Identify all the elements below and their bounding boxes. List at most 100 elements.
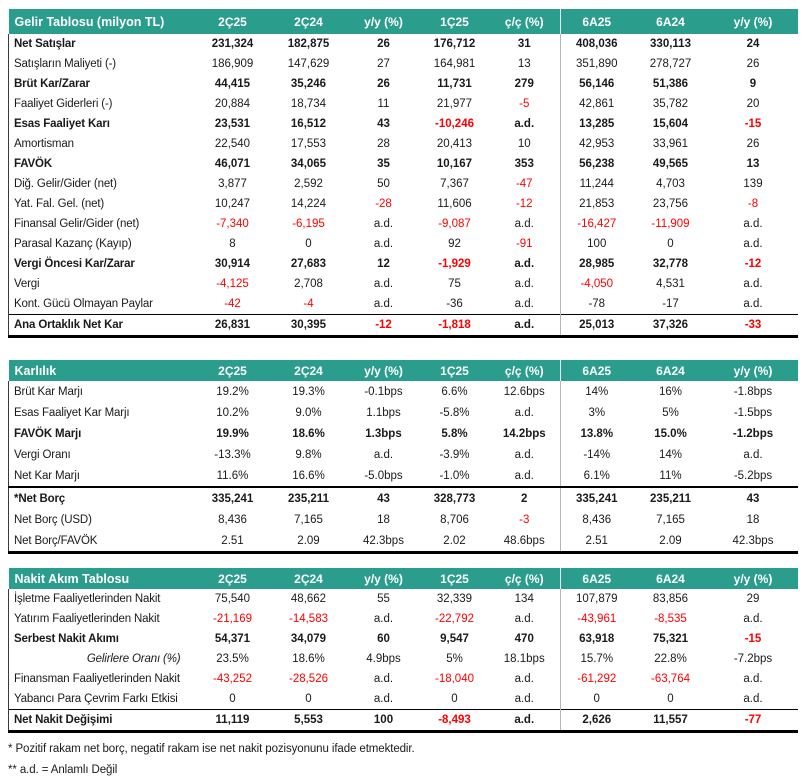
column-header: y/y (%) xyxy=(346,568,421,589)
value-cell: -1.0% xyxy=(439,469,470,482)
value-cell: a.d. xyxy=(373,278,394,290)
value-cell: 235,211 xyxy=(632,486,709,509)
value-cell: 5% xyxy=(446,653,463,665)
table-row: FAVÖK Marjı 19.9% 18.6% 1.3bps 5.8% 14.2bps 13… xyxy=(8,423,798,444)
value-cell: 16.6% xyxy=(292,469,325,482)
value-cell: -77 xyxy=(708,709,798,732)
table-row: Serbest Nakit Akımı 54,371 34,079 60 9,547 47… xyxy=(8,629,798,649)
table-row: Net Kar Marjı 11.6% 16.6% -5.0bps -1.0% a.d. 6… xyxy=(8,465,798,487)
row-label: Net Satışlar xyxy=(8,34,195,54)
table-row: Ana Ortaklık Net Kar 26,831 30,395 -12 -1,81… xyxy=(8,314,798,337)
value-cell: 2.09 xyxy=(659,534,682,547)
value-cell: 27 xyxy=(377,58,390,70)
value-cell: 8,436 xyxy=(218,513,247,526)
income-statement-title: Gelir Tablosu (milyon TL) xyxy=(8,9,195,34)
value-cell: 20,884 xyxy=(214,98,251,110)
column-header: 2Ç25 xyxy=(194,9,271,34)
value-cell: 14% xyxy=(658,448,683,461)
value-cell: 35,782 xyxy=(652,98,689,110)
value-cell: 11.6% xyxy=(216,469,249,482)
value-cell: a.d. xyxy=(488,709,561,732)
value-cell: 50 xyxy=(377,178,390,190)
value-cell: 15.0% xyxy=(654,427,687,440)
value-cell: 32,339 xyxy=(436,593,473,605)
column-header: 6A24 xyxy=(632,568,709,589)
value-cell: -1.8bps xyxy=(733,385,773,398)
value-cell: -8,535 xyxy=(654,613,687,625)
value-cell: 14,224 xyxy=(290,198,327,210)
value-cell: 22,540 xyxy=(214,138,251,150)
value-cell: 6.6% xyxy=(441,385,468,398)
table-row: Parasal Kazanç (Kayıp) 8 0 a.d. 92 -91 100 0 a.d… xyxy=(8,234,798,254)
table-row: Vergi -4,125 2,708 a.d. 75 a.d. -4,050 4,531 a.d… xyxy=(8,274,798,294)
value-cell: 48.6bps xyxy=(503,534,545,547)
value-cell: 26 xyxy=(746,58,760,70)
value-cell: 100 xyxy=(560,234,633,254)
table-row: Finansman Faaliyetlerinden Nakit -43,252 -… xyxy=(8,669,798,689)
value-cell: -63,764 xyxy=(650,673,690,685)
column-header: 2Ç24 xyxy=(270,568,347,589)
value-cell: 147,629 xyxy=(287,58,330,70)
income-statement-table: Gelir Tablosu (milyon TL) 2Ç25 2Ç24 y/y (%)… xyxy=(8,9,798,338)
table-row: Faaliyet Giderleri (-) 20,884 18,734 11 21,9… xyxy=(8,94,798,114)
value-cell: 20 xyxy=(746,98,760,110)
value-cell: 4.9bps xyxy=(366,653,401,665)
row-label: Yabancı Para Çevrim Farkı Etkisi xyxy=(8,689,195,710)
row-label: Parasal Kazanç (Kayıp) xyxy=(8,234,195,254)
value-cell: 46,071 xyxy=(214,158,251,170)
value-cell: 83,856 xyxy=(652,593,689,605)
table-row: Esas Faaliyet Karı 23,531 16,512 43 -10,246 a… xyxy=(8,114,798,134)
column-header: 6A24 xyxy=(632,360,709,381)
value-cell: a.d. xyxy=(514,298,534,310)
value-cell: 186,909 xyxy=(211,58,254,70)
value-cell: a.d. xyxy=(514,693,534,705)
value-cell: 1.1bps xyxy=(366,406,401,419)
value-cell: 23,531 xyxy=(214,118,251,130)
value-cell: -15 xyxy=(744,633,762,645)
value-cell: 10.2% xyxy=(216,406,249,419)
value-cell: 134 xyxy=(514,593,534,605)
row-label: Net Borç/FAVÖK xyxy=(8,530,195,553)
value-cell: a.d. xyxy=(514,448,534,461)
value-cell: a.d. xyxy=(373,693,394,705)
value-cell: 2,626 xyxy=(560,709,633,732)
value-cell: 0 xyxy=(229,693,236,705)
column-header: 1Ç25 xyxy=(420,9,489,34)
value-cell: 29 xyxy=(746,593,760,605)
value-cell: 3% xyxy=(560,402,633,423)
value-cell: 60 xyxy=(377,633,390,645)
value-cell: 1.3bps xyxy=(365,427,402,440)
row-label: Brüt Kar/Zarar xyxy=(8,74,195,94)
value-cell: 43 xyxy=(346,486,421,509)
value-cell: a.d. xyxy=(743,673,763,685)
value-cell: 30,395 xyxy=(270,314,347,337)
value-cell: a.d. xyxy=(514,118,535,130)
value-cell: 56,146 xyxy=(560,74,633,94)
row-label: Finansman Faaliyetlerinden Nakit xyxy=(8,669,195,689)
table-row: İşletme Faaliyetlerinden Nakit 75,540 48,6… xyxy=(8,589,798,609)
column-header: 6A25 xyxy=(560,360,633,381)
value-cell: 4,531 xyxy=(656,278,685,290)
row-label: Net Borç (USD) xyxy=(8,509,195,530)
value-cell: 21,853 xyxy=(560,194,633,214)
value-cell: -3.9% xyxy=(439,448,470,461)
value-cell: -6,195 xyxy=(292,218,325,230)
value-cell: 25,013 xyxy=(560,314,633,337)
value-cell: 26 xyxy=(377,78,390,90)
value-cell: 13.8% xyxy=(560,423,633,444)
value-cell: a.d. xyxy=(743,613,763,625)
value-cell: 0 xyxy=(667,693,674,705)
value-cell: 14% xyxy=(560,381,633,402)
table-row: Yabancı Para Çevrim Farkı Etkisi 0 0 a.d. 0 a… xyxy=(8,689,798,710)
table-row: Esas Faaliyet Kar Marjı 10.2% 9.0% 1.1bps -5… xyxy=(8,402,798,423)
value-cell: -8,493 xyxy=(420,709,489,732)
value-cell: 75,540 xyxy=(214,593,251,605)
value-cell: 42,953 xyxy=(560,134,633,154)
value-cell: a.d. xyxy=(514,218,534,230)
value-cell: 35 xyxy=(377,158,390,170)
value-cell: 18 xyxy=(377,513,390,526)
value-cell: 33,961 xyxy=(652,138,689,150)
column-header: y/y (%) xyxy=(708,360,798,381)
table-row: Yat. Fal. Gel. (net) 10,247 14,224 -28 11,60… xyxy=(8,194,798,214)
value-cell: a.d. xyxy=(743,298,763,310)
